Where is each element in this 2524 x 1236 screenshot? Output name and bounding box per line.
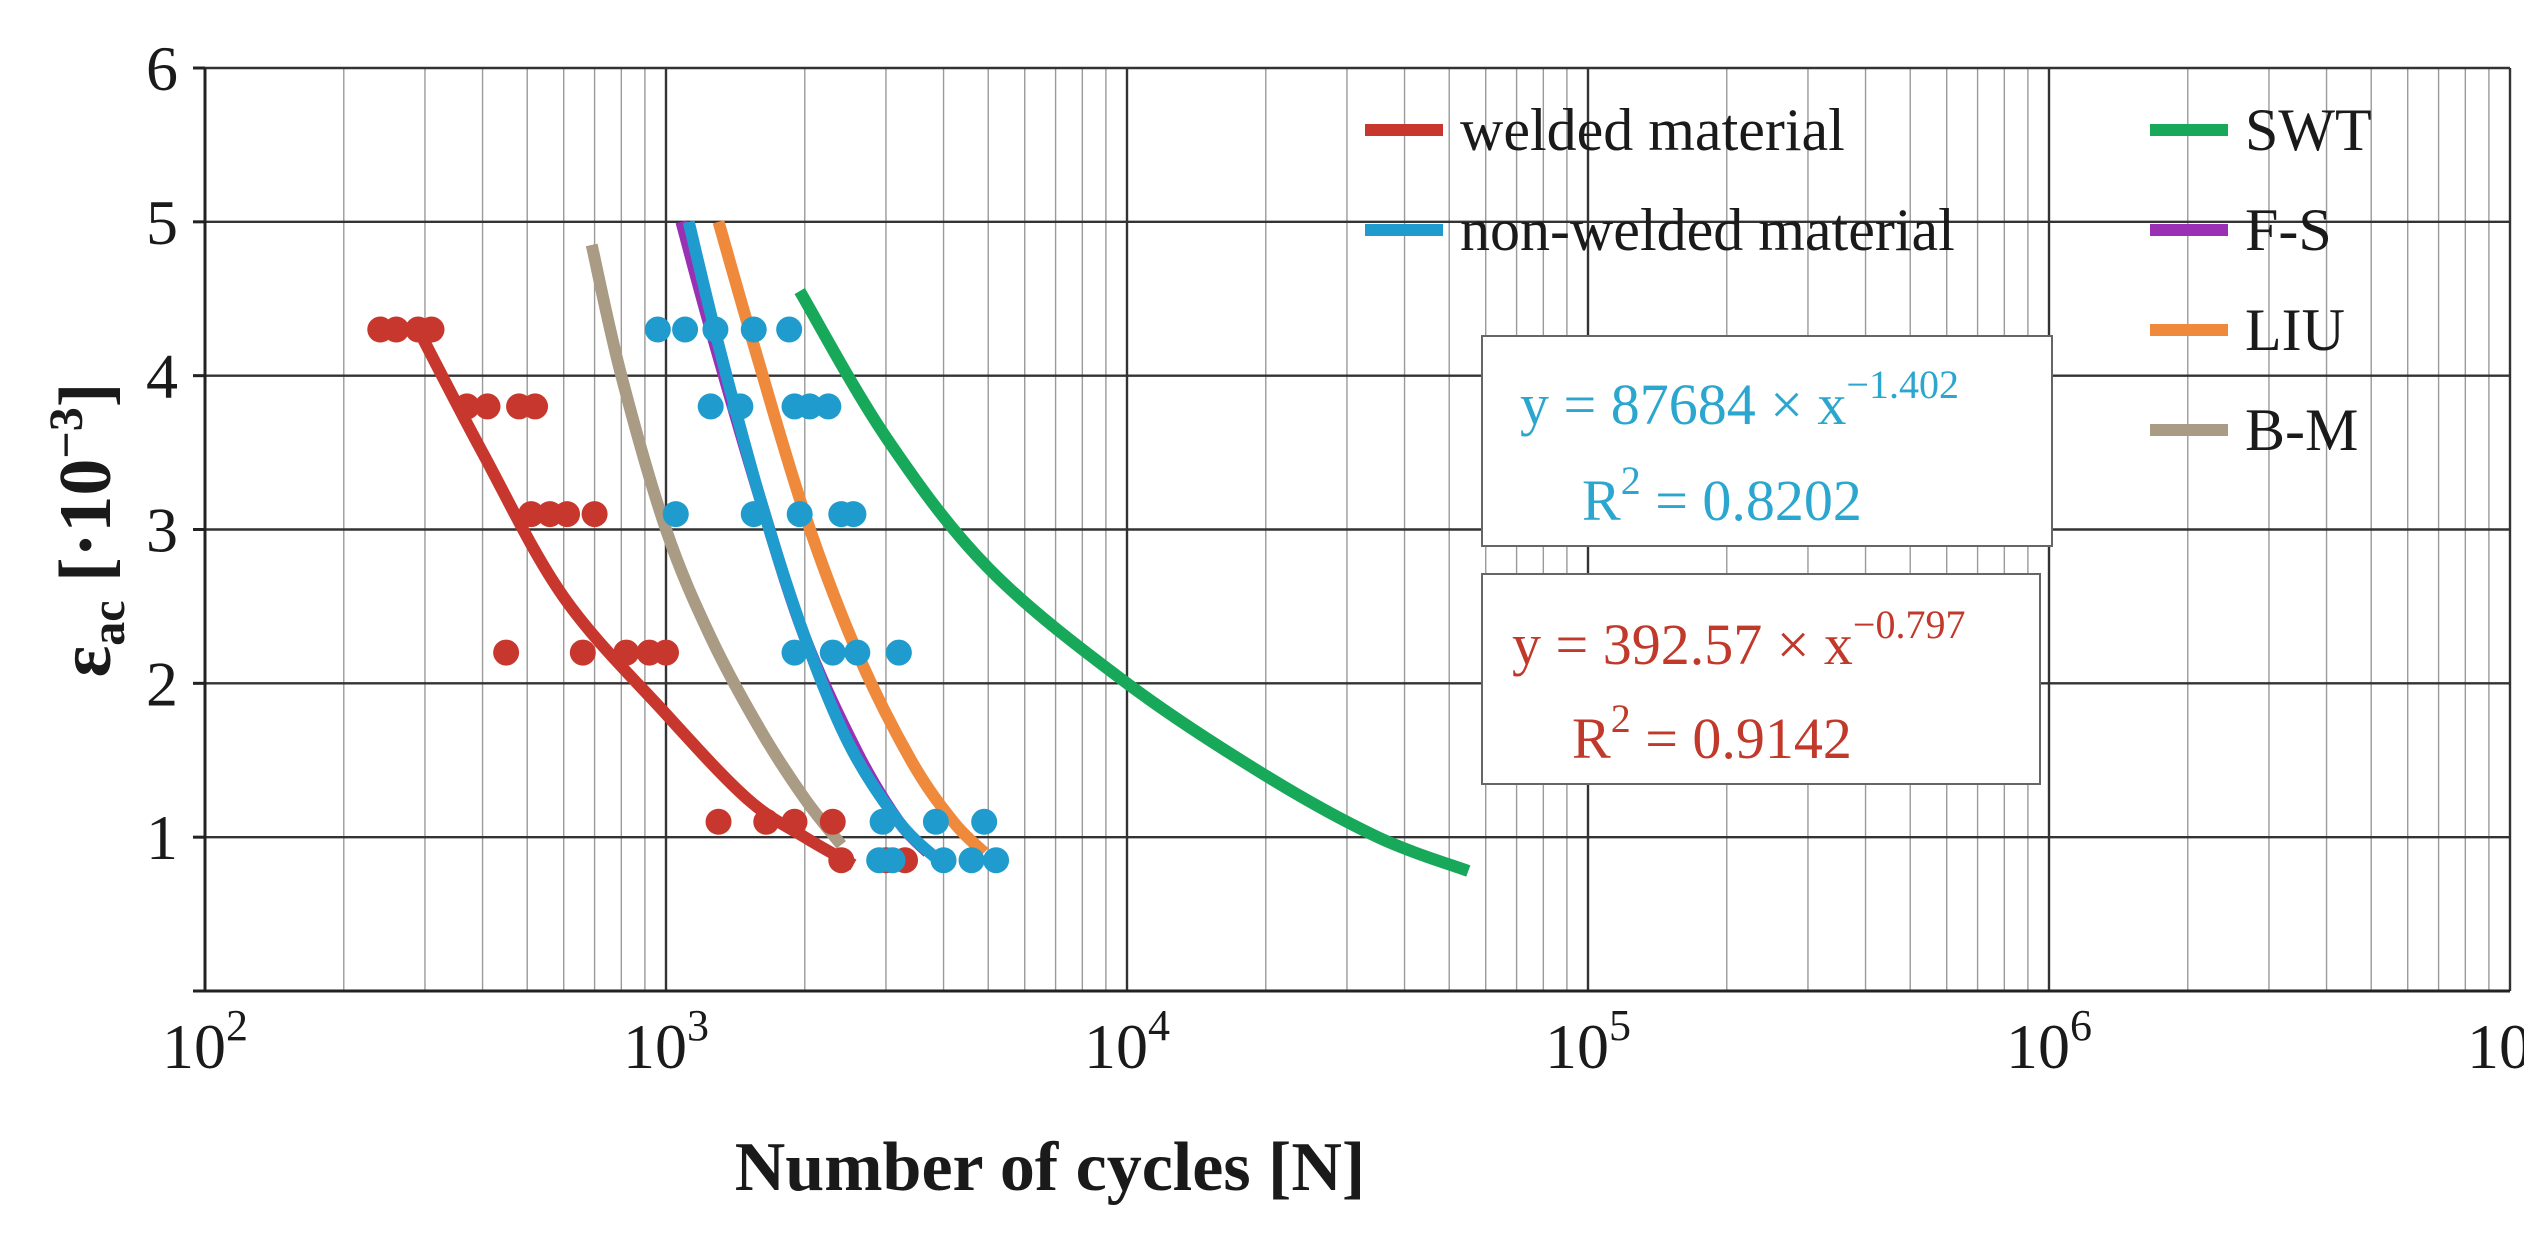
data-point-non-welded-material <box>958 847 985 874</box>
data-point-non-welded-material <box>786 501 813 528</box>
x-axis-title: Number of cycles [N] <box>735 1129 1365 1206</box>
axes <box>193 66 2510 993</box>
x-tick-label: 104 <box>1084 1001 1170 1082</box>
data-point-non-welded-material <box>844 639 871 666</box>
data-point-welded-material <box>493 639 520 666</box>
data-point-non-welded-material <box>930 847 957 874</box>
data-point-welded-material <box>569 639 596 666</box>
y-tick-label: 6 <box>146 33 178 104</box>
data-point-non-welded-material <box>662 501 689 528</box>
data-point-non-welded-material <box>644 316 671 343</box>
x-tick-label: 106 <box>2006 1001 2092 1082</box>
grid <box>203 66 2512 991</box>
data-point-welded-material <box>781 808 808 835</box>
points-group <box>367 316 1010 874</box>
equation-welded: y = 392.57 × x−0.797 <box>1512 602 1965 677</box>
y-tick-label: 1 <box>146 802 178 873</box>
data-point-non-welded-material <box>922 808 949 835</box>
equation-non-welded: y = 87684 × x−1.402 <box>1520 362 1959 437</box>
data-point-welded-material <box>453 393 480 420</box>
series-line-liu <box>712 220 989 857</box>
data-point-non-welded-material <box>740 316 767 343</box>
y-tick-labels: 1 2 3 4 5 6 <box>146 33 178 873</box>
legend: welded material non-welded material SWT F-S… <box>1365 97 2372 463</box>
data-point-non-welded-material <box>697 393 724 420</box>
data-point-welded-material <box>418 316 445 343</box>
data-point-welded-material <box>819 808 846 835</box>
data-point-non-welded-material <box>869 808 896 835</box>
data-point-non-welded-material <box>840 501 867 528</box>
x-tick-label: 103 <box>623 1001 709 1082</box>
legend-label-f-s: F-S <box>2245 197 2332 263</box>
series-line-b-m <box>585 243 846 849</box>
data-point-welded-material <box>653 639 679 666</box>
series-line-non-welded-material-fit <box>682 220 943 865</box>
data-point-welded-material <box>581 501 608 528</box>
data-point-non-welded-material <box>879 847 906 874</box>
data-point-welded-material <box>613 639 640 666</box>
series-line-swt <box>794 288 1471 877</box>
data-point-welded-material <box>522 393 549 420</box>
legend-label-b-m: B-M <box>2245 397 2358 463</box>
data-point-non-welded-material <box>727 393 754 420</box>
data-point-welded-material <box>383 316 410 343</box>
data-point-non-welded-material <box>776 316 803 343</box>
equation-box-non-welded: y = 87684 × x−1.402 R2 = 0.8202 <box>1481 335 2053 547</box>
data-point-non-welded-material <box>740 501 767 528</box>
data-point-welded-material <box>554 501 581 528</box>
x-tick-label: 107 <box>2467 1001 2524 1082</box>
data-point-welded-material <box>828 847 855 874</box>
legend-label-liu: LIU <box>2245 297 2345 363</box>
x-tick-label: 102 <box>162 1001 248 1082</box>
y-tick-label: 3 <box>146 495 178 566</box>
legend-label-swt: SWT <box>2245 97 2372 163</box>
x-tick-labels: 102 103 104 105 106 107 <box>162 1001 2524 1082</box>
data-point-non-welded-material <box>672 316 699 343</box>
y-tick-label: 4 <box>146 341 178 412</box>
data-point-non-welded-material <box>971 808 998 835</box>
data-point-non-welded-material <box>885 639 912 666</box>
data-point-welded-material <box>753 808 780 835</box>
equation-box-welded: y = 392.57 × x−0.797 R2 = 0.9142 <box>1481 573 2041 785</box>
y-axis-title: εac [·10−3] <box>40 383 135 678</box>
r2-non-welded: R2 = 0.8202 <box>1582 458 1862 533</box>
data-point-non-welded-material <box>702 316 729 343</box>
data-point-non-welded-material <box>796 393 823 420</box>
legend-label-welded-material: welded material <box>1460 97 1845 163</box>
y-tick-label: 2 <box>146 648 178 719</box>
data-point-non-welded-material <box>815 393 842 420</box>
y-tick-label: 5 <box>146 187 178 258</box>
data-point-welded-material <box>705 808 732 835</box>
data-point-non-welded-material <box>781 639 808 666</box>
data-point-welded-material <box>474 393 501 420</box>
r2-welded: R2 = 0.9142 <box>1572 696 1852 771</box>
data-point-non-welded-material <box>983 847 1010 874</box>
x-tick-label: 105 <box>1545 1001 1631 1082</box>
legend-label-non-welded-material: non-welded material <box>1460 197 1955 263</box>
data-point-welded-material <box>518 501 545 528</box>
data-point-non-welded-material <box>819 639 846 666</box>
